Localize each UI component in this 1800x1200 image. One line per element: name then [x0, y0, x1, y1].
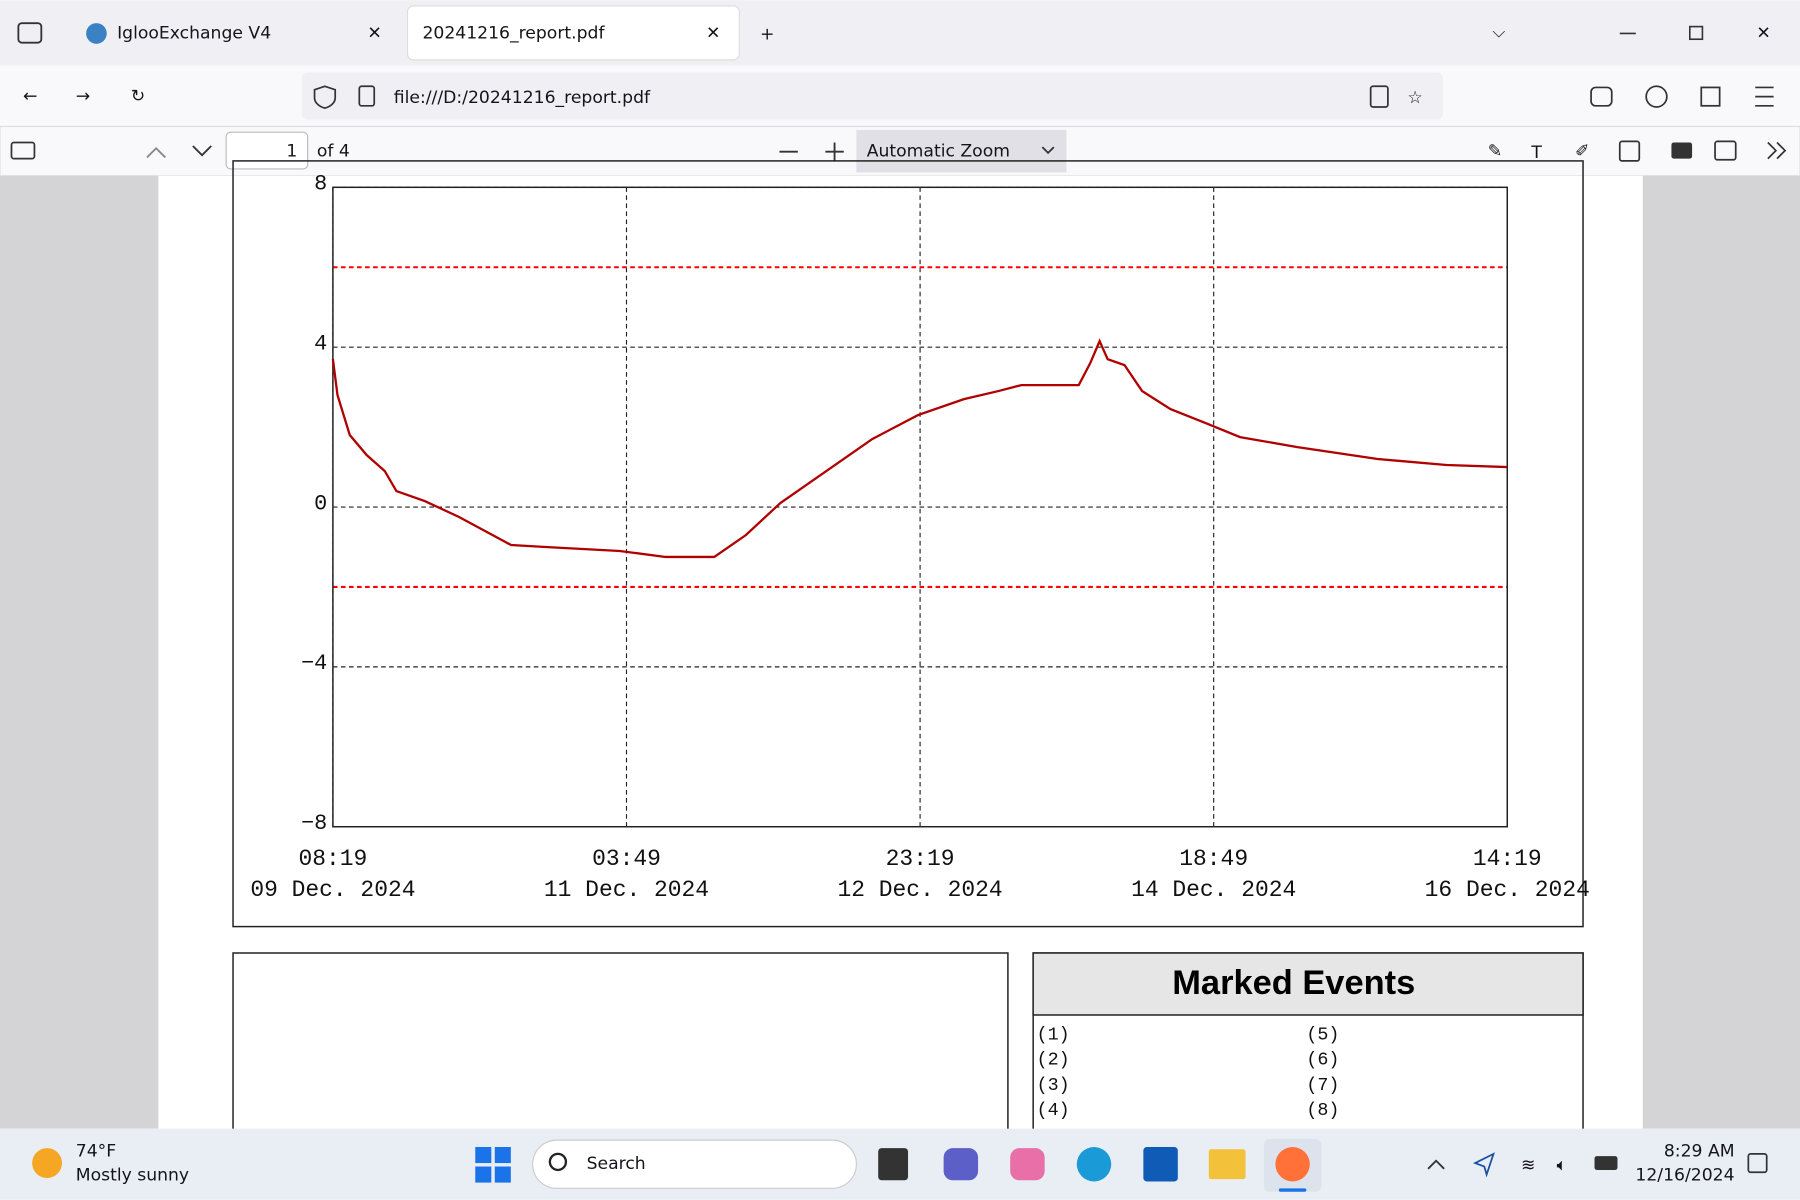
draw-tool[interactable]: ✐	[1575, 142, 1589, 162]
weather-text[interactable]: Mostly sunny	[76, 1166, 189, 1186]
sidebar-toggle[interactable]	[10, 141, 36, 160]
zoom-select[interactable]	[856, 129, 1067, 173]
temperature[interactable]: 74°F	[76, 1142, 116, 1162]
clock-time[interactable]: 8:29 AM	[1664, 1142, 1735, 1162]
active-tab[interactable]	[406, 5, 740, 61]
volume-icon[interactable]: 🔈︎	[1557, 1155, 1567, 1175]
copilot-icon[interactable]	[1010, 1148, 1045, 1181]
store-icon[interactable]	[1143, 1147, 1178, 1182]
chart-frame	[232, 160, 1584, 928]
x-tick-date: 11 Dec. 2024	[544, 877, 709, 903]
y-tick-label: −8	[301, 811, 327, 836]
event-item: (3)	[1037, 1075, 1070, 1096]
new-tab[interactable]: +	[760, 25, 774, 45]
event-item: (7)	[1306, 1075, 1339, 1096]
event-item: (2)	[1037, 1050, 1070, 1071]
events-title: Marked Events	[1172, 964, 1415, 1002]
reload-button[interactable]: ↻	[131, 87, 145, 107]
tab-menu[interactable]: ⌵	[1492, 22, 1505, 42]
tab-favicon	[86, 23, 107, 44]
next-page[interactable]	[192, 145, 212, 157]
tray-expand[interactable]	[1427, 1159, 1445, 1170]
save-button[interactable]	[1714, 140, 1737, 161]
url-bar[interactable]	[301, 72, 1443, 120]
highlight-tool[interactable]: ✎	[1488, 142, 1502, 162]
edge-icon[interactable]	[1076, 1147, 1112, 1182]
close-window[interactable]: ✕	[1756, 23, 1770, 43]
tab-list-icon[interactable]	[17, 22, 43, 44]
teams-icon[interactable]	[943, 1148, 979, 1181]
tab-title[interactable]: IglooExchange V4	[117, 23, 271, 43]
chart: −8 −4 0 4 8 08:19 09 Dec. 2024 03:49 11 Dec. 202…	[250, 172, 1590, 903]
event-item: (8)	[1306, 1100, 1339, 1121]
wifi-icon[interactable]: ≋	[1521, 1155, 1535, 1175]
back-button[interactable]: ←	[23, 87, 37, 107]
search-icon	[548, 1152, 568, 1172]
notifications[interactable]	[1747, 1153, 1768, 1174]
start-button[interactable]	[475, 1147, 511, 1183]
bookmark-star[interactable]: ☆	[1407, 88, 1422, 108]
task-view[interactable]	[878, 1148, 909, 1181]
x-tick-time: 03:49	[592, 846, 661, 872]
x-tick-date: 16 Dec. 2024	[1425, 877, 1590, 903]
page-number[interactable]: 1	[286, 142, 297, 162]
weather-icon[interactable]	[32, 1148, 62, 1178]
pocket-icon[interactable]	[1590, 86, 1613, 107]
explorer-icon[interactable]	[1208, 1149, 1246, 1180]
tab-close[interactable]: ✕	[367, 23, 381, 43]
y-tick-label: 8	[314, 172, 327, 197]
location-icon[interactable]	[1472, 1152, 1495, 1178]
zoom-in[interactable]	[825, 142, 844, 161]
tab-close[interactable]: ✕	[706, 23, 720, 43]
shield-icon[interactable]	[313, 85, 337, 109]
active-indicator	[1278, 1188, 1307, 1192]
account-icon[interactable]	[1645, 85, 1668, 108]
forward-button[interactable]: →	[76, 87, 90, 107]
x-tick-time: 23:19	[886, 846, 955, 872]
clock-date[interactable]: 12/16/2024	[1635, 1166, 1734, 1186]
x-tick-date: 12 Dec. 2024	[837, 877, 1002, 903]
page-input[interactable]	[225, 131, 309, 170]
x-tick-time: 08:19	[298, 846, 367, 872]
y-tick-label: 0	[314, 491, 327, 516]
x-tick-date: 09 Dec. 2024	[250, 877, 415, 903]
extensions-icon[interactable]	[1700, 86, 1721, 107]
more-tools[interactable]	[1767, 141, 1787, 160]
x-tick-time: 14:19	[1473, 846, 1542, 872]
text-tool[interactable]: T	[1530, 143, 1542, 163]
event-item: (6)	[1306, 1050, 1339, 1071]
url-text[interactable]: file:///D:/20241216_report.pdf	[394, 88, 651, 108]
print-button[interactable]	[1671, 142, 1693, 159]
restore[interactable]	[1688, 25, 1704, 41]
page-icon	[358, 85, 376, 107]
event-item: (1)	[1037, 1024, 1070, 1045]
menu-icon[interactable]	[1755, 86, 1774, 107]
prev-page[interactable]	[146, 146, 166, 159]
data-line	[331, 338, 1508, 559]
events-list: (1) (2) (3) (4) (5) (6) (7) (8)	[1037, 1024, 1340, 1121]
tab-title[interactable]: 20241216_report.pdf	[422, 23, 605, 43]
events-header	[1032, 952, 1584, 1016]
page-count: of 4	[317, 142, 350, 162]
y-tick-label: −4	[301, 651, 327, 676]
battery-icon[interactable]	[1594, 1156, 1618, 1170]
image-tool[interactable]	[1618, 140, 1641, 162]
x-tick-date: 14 Dec. 2024	[1131, 877, 1296, 903]
plot-area	[332, 186, 1509, 828]
event-item: (5)	[1306, 1024, 1339, 1045]
event-item: (4)	[1037, 1100, 1070, 1121]
search-placeholder[interactable]: Search	[587, 1154, 646, 1174]
reader-icon[interactable]	[1369, 85, 1389, 108]
tab-bar	[0, 0, 1800, 66]
search-box[interactable]	[532, 1139, 857, 1189]
zoom-value[interactable]: Automatic Zoom	[867, 142, 1010, 162]
y-tick-label: 4	[314, 331, 327, 356]
zoom-caret[interactable]	[1041, 146, 1055, 155]
x-tick-time: 18:49	[1179, 846, 1248, 872]
firefox-icon[interactable]	[1275, 1147, 1310, 1182]
